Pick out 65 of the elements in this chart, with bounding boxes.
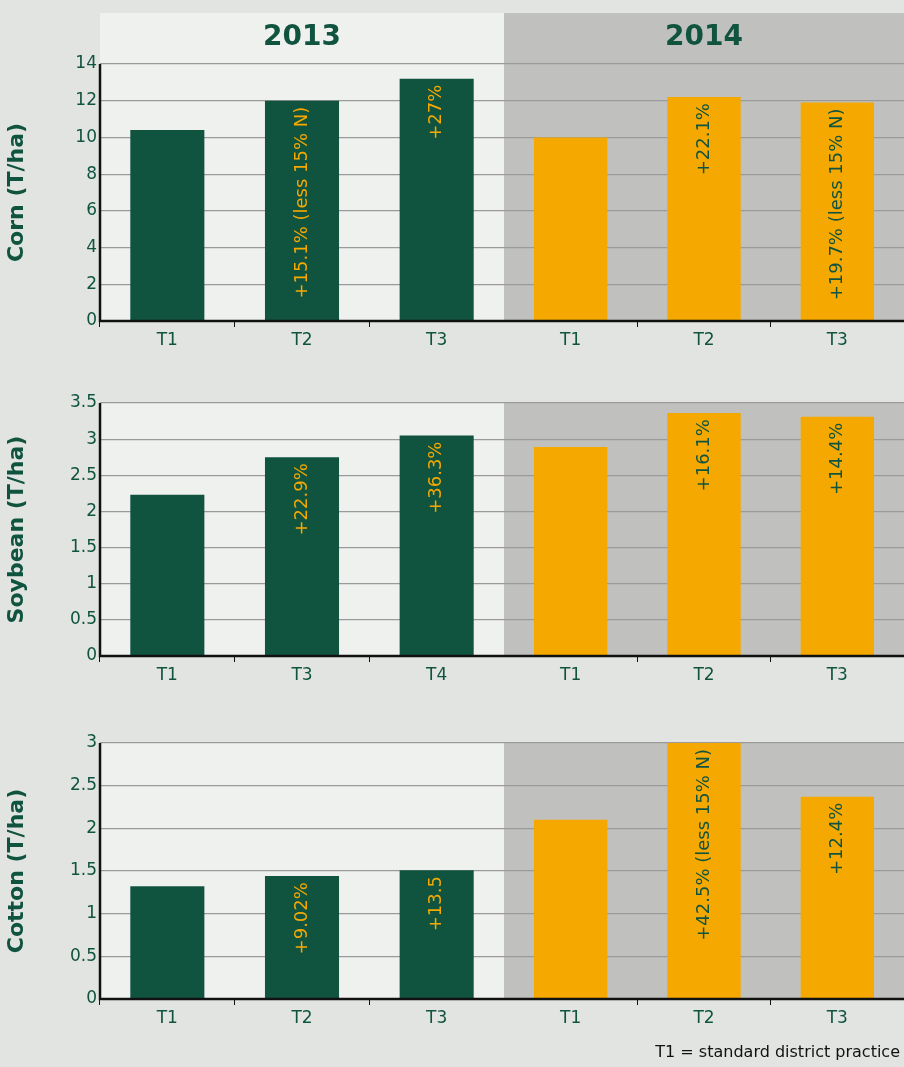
x-tick-label: T1 [155, 1006, 178, 1027]
chart-title: 2014 [665, 19, 743, 53]
x-tick-label: T3 [825, 1006, 848, 1027]
x-tick-label: T3 [825, 328, 848, 349]
x-tick-label: T2 [692, 1006, 715, 1027]
annotation: +22.1% [691, 103, 713, 176]
x-tick-label: T3 [425, 1006, 448, 1027]
y-axis-title: Soybean (T/ha) [2, 435, 28, 624]
x-tick-label: T2 [692, 328, 715, 349]
y-tick-label: 1.5 [69, 859, 97, 880]
x-tick-label: T3 [825, 663, 848, 684]
annotation: +13.5 [424, 876, 446, 932]
y-tick-label: 0.5 [69, 944, 97, 965]
x-tick-label: T2 [290, 328, 313, 349]
y-tick-label: 0 [86, 987, 97, 1008]
y-axis-title: Corn (T/ha) [2, 122, 28, 263]
annotation: +15.1% (less 15% N) [289, 106, 311, 299]
y-tick-label: 12 [75, 89, 97, 110]
annotation: +42.5% (less 15% N) [691, 749, 713, 941]
y-tick-label: 4 [86, 235, 97, 256]
annotation: +14.4% [825, 422, 847, 495]
bar [399, 435, 474, 656]
annotation: +16.1% [691, 419, 713, 492]
y-tick-label: 2.5 [69, 463, 97, 484]
x-tick-label: T1 [155, 328, 178, 349]
y-tick-label: 2 [86, 499, 97, 520]
annotation: +36.3% [424, 441, 446, 514]
y-tick-label: 2 [86, 816, 97, 837]
chart-title: 2013 [263, 19, 341, 53]
x-tick-label: T3 [290, 663, 313, 684]
x-tick-label: T1 [559, 663, 582, 684]
x-tick-label: T1 [559, 328, 582, 349]
x-tick-label: T1 [155, 663, 178, 684]
y-tick-label: 0.5 [69, 608, 97, 629]
y-tick-label: 1.5 [69, 535, 97, 556]
y-tick-label: 1 [86, 572, 97, 593]
annotation: +27% [424, 84, 446, 140]
y-tick-label: 8 [86, 162, 97, 183]
annotation: +19.7% (less 15% N) [825, 108, 847, 301]
y-axis-title: Cotton (T/ha) [2, 788, 28, 954]
bar [264, 457, 340, 656]
y-tick-label: 0 [86, 644, 97, 665]
y-tick-label: 6 [86, 199, 97, 220]
x-tick-label: T3 [425, 328, 448, 349]
x-tick-label: T4 [425, 663, 448, 684]
y-tick-label: 14 [75, 52, 97, 73]
annotation: +22.9% [289, 463, 311, 536]
y-tick-label: 3.5 [69, 391, 97, 412]
bar [130, 494, 205, 656]
y-tick-label: 10 [75, 125, 97, 146]
x-tick-label: T1 [559, 1006, 582, 1027]
y-tick-label: 3 [86, 427, 97, 448]
x-tick-label: T2 [692, 663, 715, 684]
y-tick-label: 0 [86, 309, 97, 330]
y-tick-label: 2.5 [69, 774, 97, 795]
y-tick-label: 3 [86, 731, 97, 752]
bar [130, 886, 205, 999]
y-tick-label: 1 [86, 902, 97, 923]
bar [264, 876, 340, 999]
annotation: +9.02% [289, 882, 311, 955]
x-tick-label: T2 [290, 1006, 313, 1027]
bar [399, 870, 474, 999]
annotation: +12.4% [825, 802, 847, 876]
y-tick-label: 2 [86, 272, 97, 293]
text: T1 = standard district practice [654, 1042, 900, 1062]
